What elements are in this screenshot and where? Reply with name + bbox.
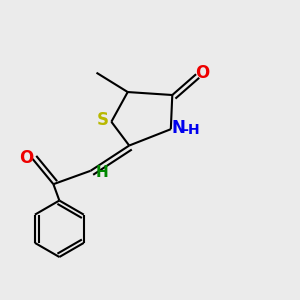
Text: S: S: [97, 111, 109, 129]
Text: O: O: [196, 64, 210, 82]
Text: O: O: [19, 149, 33, 167]
Text: H: H: [96, 165, 109, 180]
Text: –H: –H: [182, 123, 200, 137]
Text: N: N: [171, 119, 185, 137]
